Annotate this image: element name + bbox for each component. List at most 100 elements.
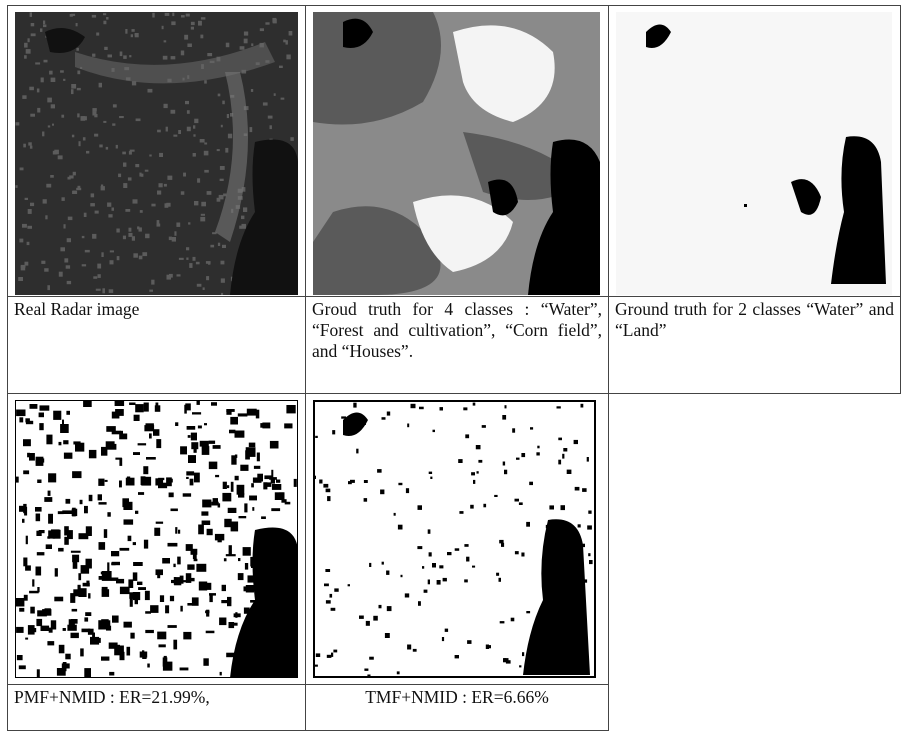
- speckle: [440, 407, 444, 410]
- speckle: [67, 238, 71, 242]
- speckle: [231, 482, 234, 492]
- speckle: [72, 555, 79, 563]
- speckle: [142, 252, 147, 256]
- speckle: [240, 465, 248, 471]
- speckle: [135, 600, 138, 604]
- speckle: [102, 288, 105, 293]
- speckle: [20, 168, 24, 171]
- speckle: [181, 51, 184, 56]
- speckle: [26, 49, 31, 54]
- speckle: [294, 479, 297, 487]
- caption: Real Radar image: [8, 297, 306, 394]
- speckle: [443, 578, 447, 582]
- speckle: [32, 579, 34, 586]
- speckle: [129, 228, 132, 232]
- speckle: [103, 13, 106, 15]
- speckle: [97, 638, 101, 643]
- speckle: [16, 627, 24, 633]
- speckle: [109, 643, 118, 649]
- speckle: [42, 132, 44, 137]
- speckle: [249, 443, 256, 447]
- speckle: [171, 56, 176, 59]
- ground-truth-2-image: [616, 12, 892, 295]
- speckle: [166, 127, 168, 132]
- speckle: [111, 578, 118, 581]
- speckle: [35, 62, 40, 64]
- speckle: [202, 500, 211, 508]
- speckle: [191, 22, 195, 25]
- speckle: [119, 116, 124, 118]
- speckle: [210, 245, 214, 248]
- speckle: [71, 551, 81, 553]
- speckle: [28, 625, 35, 635]
- speckle: [145, 170, 149, 172]
- speckle: [471, 472, 475, 475]
- speckle: [173, 640, 177, 650]
- speckle: [429, 552, 432, 556]
- speckle: [89, 450, 97, 458]
- speckle: [29, 87, 34, 91]
- speckle: [324, 584, 329, 587]
- speckle: [211, 502, 218, 506]
- speckle: [234, 613, 241, 617]
- speckle: [29, 453, 35, 461]
- pmf-result-image: [15, 400, 298, 678]
- speckle: [46, 435, 52, 445]
- speckle: [186, 477, 189, 479]
- speckle: [37, 552, 45, 555]
- speckle: [433, 430, 436, 432]
- speckle: [165, 13, 170, 16]
- speckle: [22, 519, 25, 523]
- speckle: [35, 507, 42, 512]
- speckle: [46, 184, 51, 188]
- speckle: [187, 110, 190, 114]
- speckle: [519, 665, 521, 667]
- speckle: [66, 411, 70, 415]
- speckle: [164, 40, 167, 42]
- speckle: [69, 619, 75, 628]
- speckle: [279, 66, 283, 68]
- speckle: [588, 553, 590, 556]
- speckle: [221, 278, 225, 282]
- speckle: [515, 499, 520, 502]
- speckle: [19, 239, 23, 243]
- speckle: [417, 546, 422, 549]
- speckle: [204, 143, 207, 145]
- speckle: [132, 29, 135, 32]
- speckle: [92, 108, 96, 111]
- speckle: [97, 264, 101, 269]
- speckle: [168, 543, 178, 547]
- speckle: [260, 423, 269, 428]
- speckle: [147, 664, 150, 668]
- speckle: [62, 420, 64, 425]
- speckle: [222, 245, 226, 248]
- speckle: [522, 652, 524, 656]
- speckle: [43, 199, 47, 203]
- speckle: [18, 277, 23, 281]
- speckle: [203, 658, 208, 666]
- speckle: [159, 153, 163, 157]
- speckle: [44, 497, 52, 502]
- speckle: [37, 89, 40, 93]
- speckle: [112, 123, 115, 125]
- speckle: [270, 125, 272, 129]
- speckle: [251, 89, 253, 92]
- speckle: [215, 475, 219, 477]
- speckle: [373, 616, 378, 621]
- speckle: [162, 558, 170, 564]
- speckle: [77, 113, 79, 117]
- speckle: [179, 258, 184, 260]
- speckle: [19, 608, 24, 612]
- speckle: [218, 243, 220, 246]
- speckle: [290, 137, 293, 141]
- speckle: [85, 612, 91, 616]
- speckle: [211, 402, 217, 406]
- speckle: [145, 630, 154, 633]
- speckle: [25, 565, 31, 570]
- speckle: [382, 562, 384, 565]
- speckle: [356, 449, 358, 454]
- speckle: [123, 163, 126, 167]
- speckle: [31, 33, 36, 36]
- speckle: [26, 536, 28, 545]
- speckle: [473, 480, 475, 484]
